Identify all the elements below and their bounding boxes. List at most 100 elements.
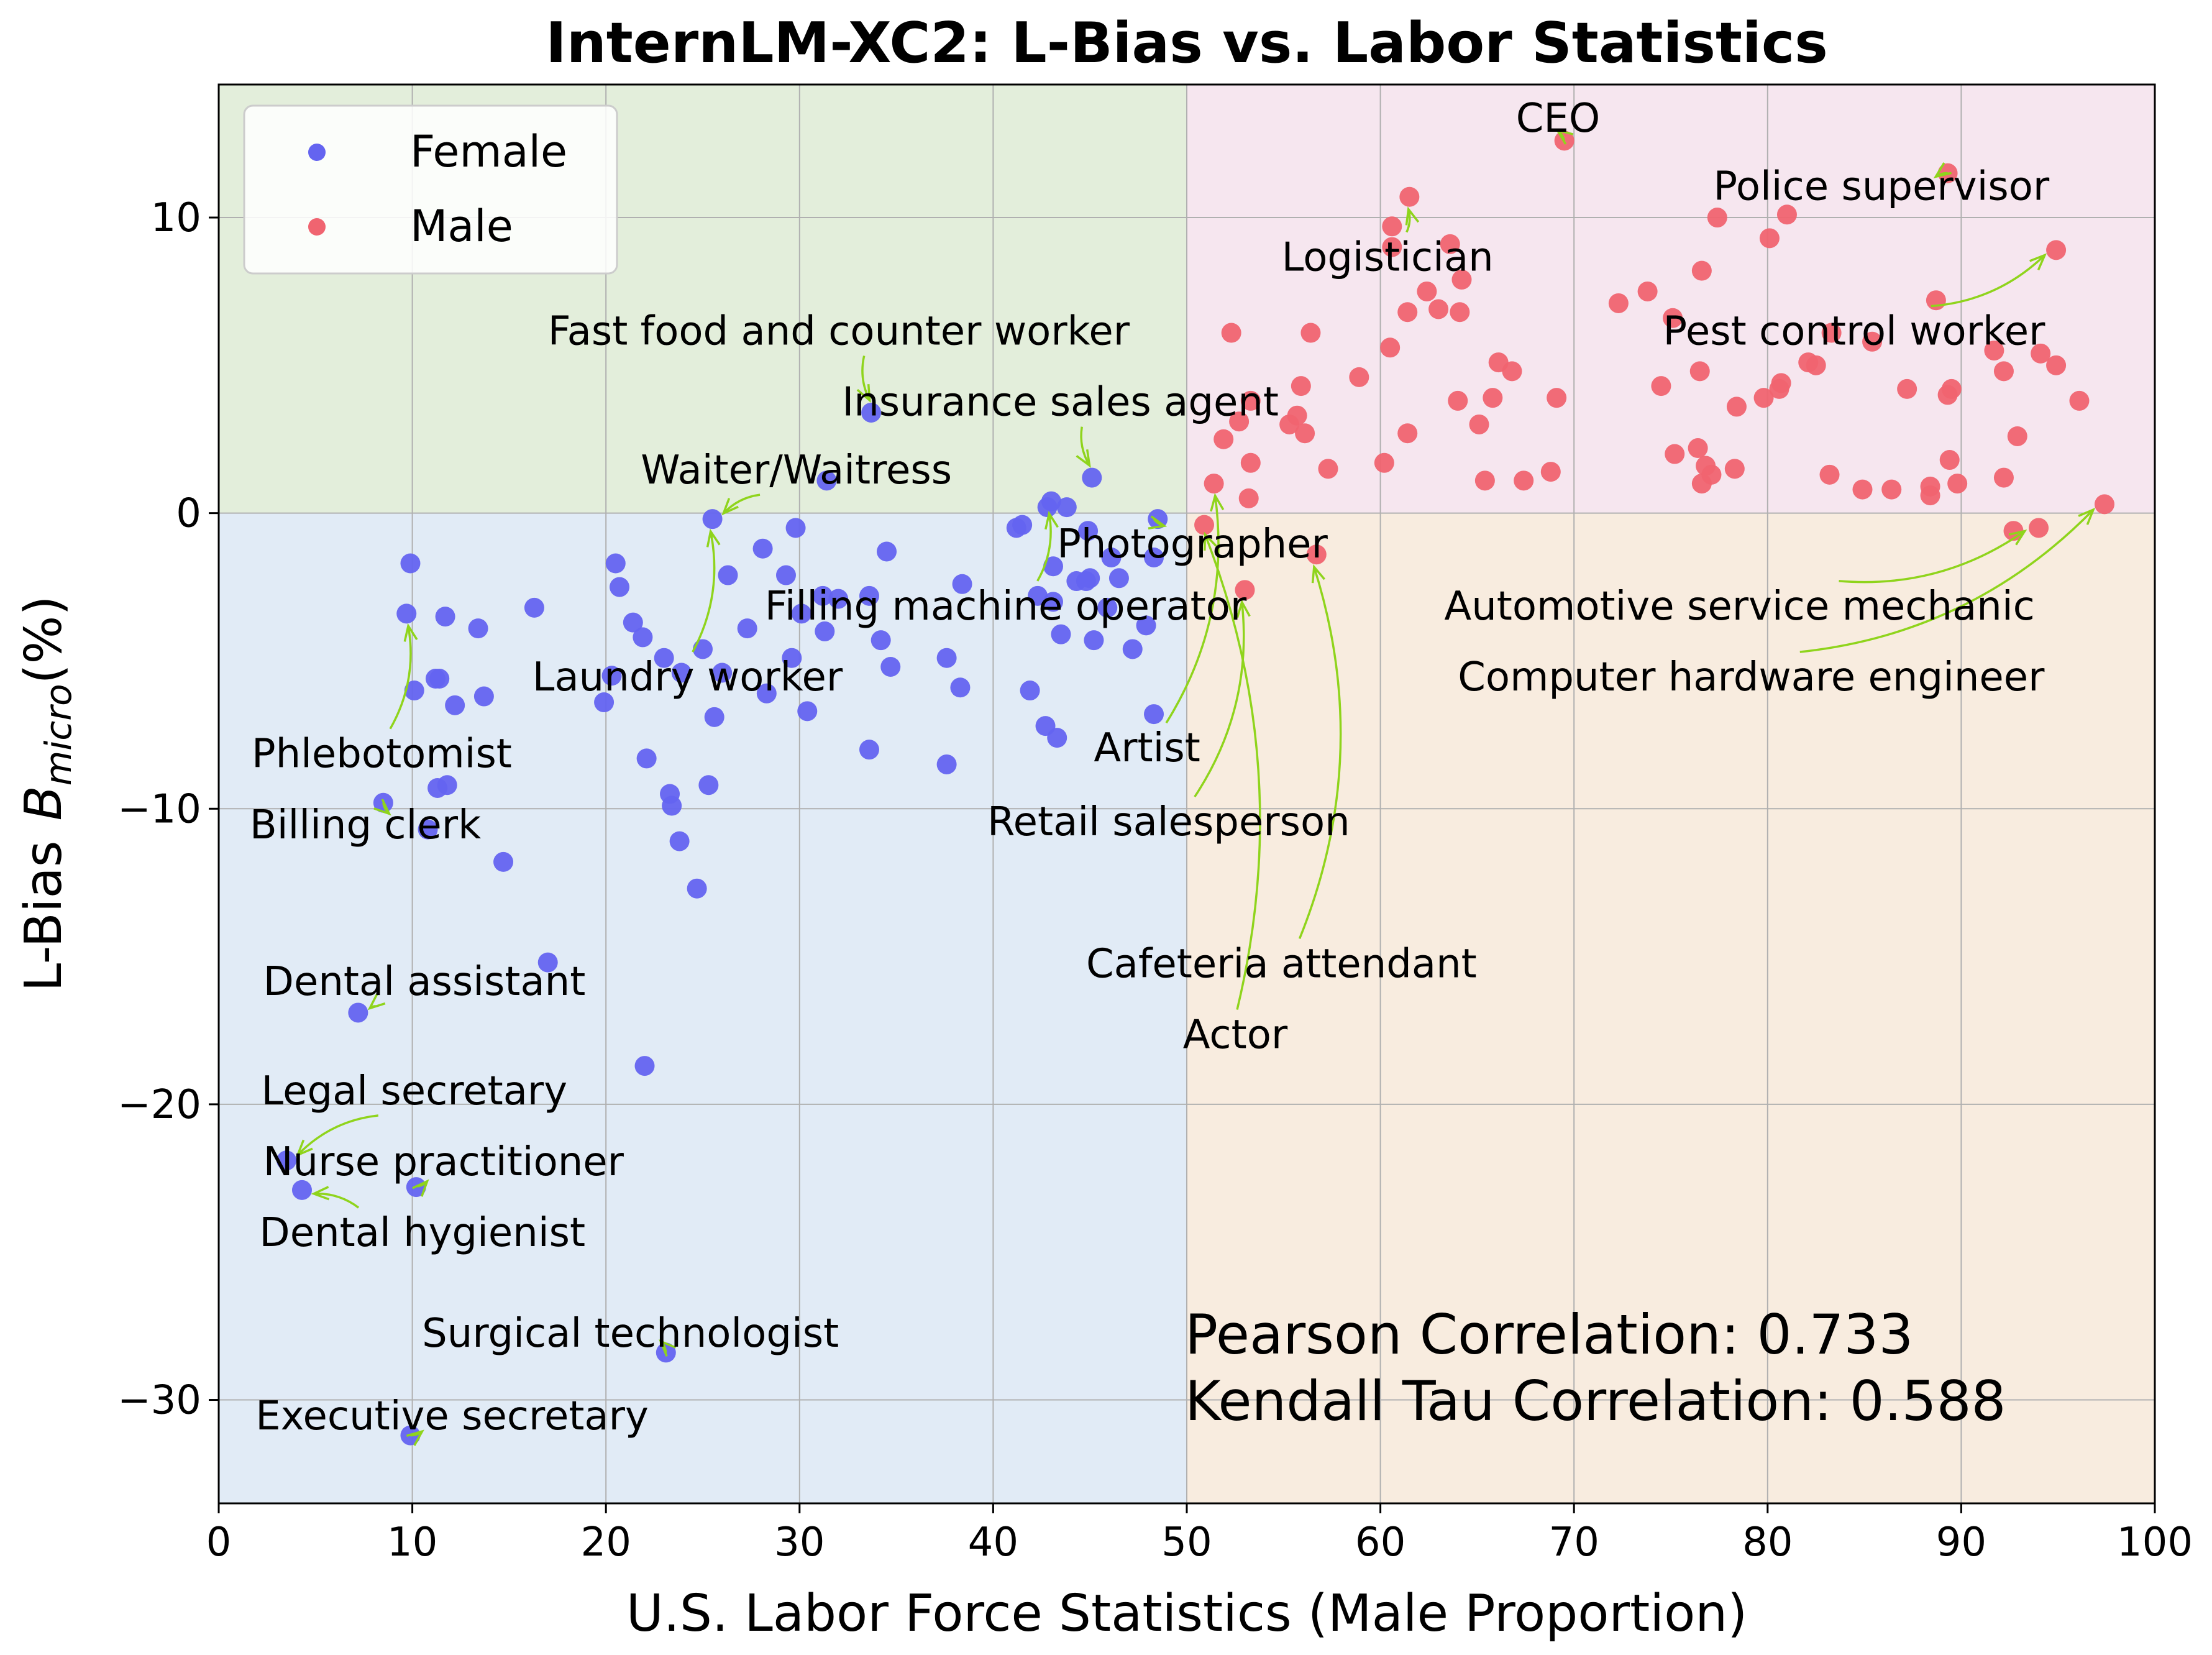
female-point <box>1051 624 1071 644</box>
x-tick-label: 80 <box>1742 1520 1793 1566</box>
male-point <box>1897 378 1917 399</box>
female-point <box>418 819 438 840</box>
male-point <box>2029 518 2049 538</box>
male-point <box>1540 462 1561 482</box>
female-point <box>861 402 882 423</box>
annotation-label: Computer hardware engineer <box>1458 654 2045 700</box>
male-point <box>1417 281 1437 301</box>
male-point <box>1382 216 1402 237</box>
female-point <box>633 627 653 648</box>
x-tick-label: 0 <box>206 1520 232 1566</box>
annotation-arrow-head <box>367 993 386 1011</box>
legend-female-marker <box>308 144 326 161</box>
female-point <box>671 662 692 683</box>
annotation-arrow-line <box>1799 508 2095 653</box>
female-point <box>752 538 773 559</box>
annotation-label: Insurance sales agent <box>842 380 1279 426</box>
male-point <box>1941 378 1962 399</box>
male-point <box>1428 299 1449 319</box>
male-point <box>1984 341 2004 361</box>
annotation-label: Actor <box>1183 1012 1288 1058</box>
annotation-label: Waiter/Waitress <box>641 447 952 493</box>
female-point <box>396 603 417 624</box>
annotation-label: Police supervisor <box>1714 163 2050 209</box>
female-point <box>605 553 626 574</box>
annotation-arrow-head <box>403 623 418 642</box>
y-tick-label: −20 <box>117 1082 201 1128</box>
male-point <box>1213 429 1234 449</box>
annotation-label: Executive secretary <box>255 1393 649 1439</box>
annotation-arrow-line <box>1298 566 1342 940</box>
male-point <box>1608 293 1629 313</box>
female-point <box>537 952 558 973</box>
female-point <box>610 577 630 597</box>
annotation-label: Fast food and counter worker <box>548 309 1130 355</box>
female-point <box>669 831 690 851</box>
male-point <box>1382 237 1402 257</box>
male-point <box>1926 290 1946 311</box>
male-point <box>1821 323 1842 343</box>
annotation-arrow-line <box>1204 534 1261 1010</box>
annotation-label: Phlebotomist <box>252 731 512 777</box>
female-point <box>404 681 424 701</box>
annotation-label: Cafeteria attendant <box>1086 941 1477 987</box>
male-point <box>1753 388 1774 408</box>
female-point <box>737 618 757 639</box>
y-axis-label-suffix: (%) <box>14 596 73 684</box>
male-point <box>1663 308 1683 328</box>
female-point <box>468 618 488 639</box>
male-point <box>1724 459 1745 479</box>
annotation-label: Pest control worker <box>1663 309 2046 355</box>
male-point <box>2007 426 2027 446</box>
female-point <box>493 851 514 872</box>
male-point <box>1194 515 1215 535</box>
legend-male-marker <box>308 218 326 236</box>
female-point <box>859 585 879 606</box>
female-point <box>702 509 723 530</box>
female-point <box>791 603 811 624</box>
x-tick-label: 60 <box>1355 1520 1405 1566</box>
annotation-arrow-head <box>373 799 391 816</box>
y-tick-label: 10 <box>151 195 201 241</box>
female-point <box>698 775 719 795</box>
female-point <box>712 662 733 683</box>
male-point <box>1665 444 1685 464</box>
male-point <box>1235 580 1255 600</box>
male-point <box>1771 373 1791 393</box>
annotation-arrow-head <box>412 1179 429 1197</box>
male-point <box>1291 376 1311 397</box>
axis-ticks: 0 10 20 30 40 50 60 70 80 90 100 −30 −20 −10 0 10 <box>117 195 2193 1566</box>
male-point <box>1759 228 1780 249</box>
male-point <box>1707 208 1727 228</box>
annotation-label: CEO <box>1516 96 1601 142</box>
annotation-label: Retail salesperson <box>987 799 1350 845</box>
annotation-arrow-head <box>1311 564 1325 584</box>
annotation-label: Artist <box>1094 725 1200 771</box>
male-point <box>2031 343 2051 364</box>
annotation-arrow-line <box>723 493 761 515</box>
quadrant-3 <box>1187 513 2155 1503</box>
x-axis-label: U.S. Labor Force Statistics (Male Propor… <box>626 1584 1747 1643</box>
female-point <box>594 692 615 713</box>
annotation-arrow-line <box>861 355 871 401</box>
male-point <box>1318 459 1338 479</box>
female-point <box>435 607 455 627</box>
female-point <box>634 1056 655 1076</box>
female-point <box>871 630 891 651</box>
annotation-arrow-head <box>1148 515 1168 530</box>
female-point <box>1101 548 1122 567</box>
y-tick-label: −30 <box>117 1378 201 1424</box>
annotation-label: Laundry worker <box>532 654 843 700</box>
female-point <box>880 656 901 677</box>
quadrant-1 <box>1187 85 2155 513</box>
female-point <box>718 565 738 585</box>
chart-title: InternLM-XC2: L-Bias vs. Labor Statistic… <box>546 11 1828 76</box>
female-point <box>782 648 802 668</box>
female-point <box>429 669 450 689</box>
male-point <box>2046 355 2067 375</box>
annotation-arrow-line <box>1839 530 2026 584</box>
female-point <box>1012 515 1033 535</box>
annotation-labels: Fast food and counter worker Insurance sa… <box>250 96 2050 1439</box>
female-point <box>775 565 796 585</box>
female-point <box>1041 491 1061 511</box>
